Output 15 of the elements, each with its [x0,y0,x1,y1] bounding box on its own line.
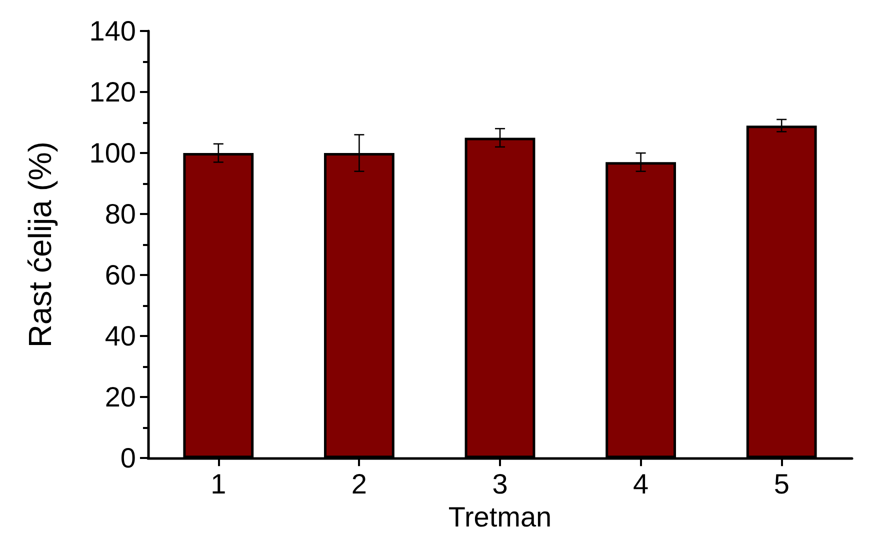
y-tick-label: 120 [89,76,136,108]
y-tick-label: 20 [104,382,136,413]
x-tick-label: 4 [633,468,649,500]
y-tick-label: 140 [89,16,136,46]
y-tick-label: 60 [104,260,136,291]
x-tick-label: 2 [351,468,367,500]
x-tick-label: 3 [492,468,508,500]
y-axis-title: Rast ćelija (%) [22,141,58,348]
y-tick-label: 100 [89,138,136,169]
y-tick-label: 40 [104,320,136,352]
y-tick-label: 80 [104,198,136,230]
x-tick-label: 5 [774,468,790,500]
y-tick-label: 0 [120,442,136,474]
x-tick-label: 1 [210,468,226,500]
x-axis-title: Tretman [448,502,552,532]
